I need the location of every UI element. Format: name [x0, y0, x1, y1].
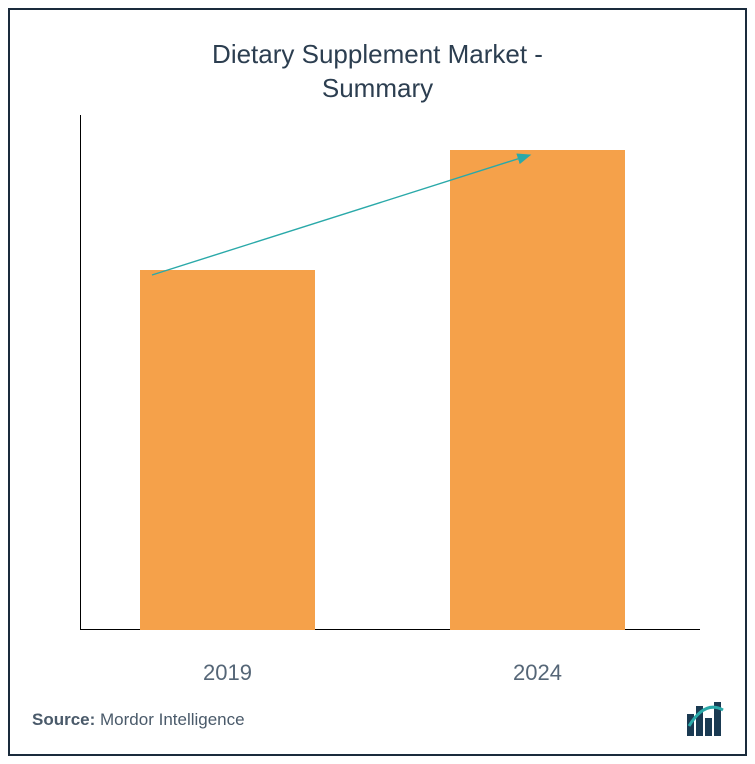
- source-value: Mordor Intelligence: [95, 710, 244, 729]
- x-label-2024: 2024: [513, 660, 562, 686]
- source-attribution: Source: Mordor Intelligence: [32, 710, 245, 730]
- chart-title: Dietary Supplement Market - Summary: [10, 10, 745, 106]
- x-label-2019: 2019: [203, 660, 252, 686]
- plot-area: 2019 2024: [80, 135, 680, 630]
- title-line-2: Summary: [322, 73, 433, 103]
- bar-2024: [450, 150, 625, 630]
- mordor-logo-icon: [683, 696, 727, 740]
- source-label: Source:: [32, 710, 95, 729]
- bar-2019: [140, 270, 315, 630]
- chart-frame: Dietary Supplement Market - Summary 2019…: [8, 8, 747, 756]
- title-line-1: Dietary Supplement Market -: [212, 39, 543, 69]
- y-axis: [80, 115, 81, 630]
